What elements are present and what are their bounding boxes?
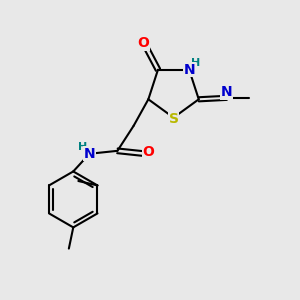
Text: N: N <box>84 147 95 161</box>
Text: N: N <box>221 85 232 99</box>
Text: O: O <box>137 36 149 50</box>
Text: H: H <box>191 58 200 68</box>
Text: S: S <box>169 112 178 126</box>
Text: O: O <box>142 145 154 159</box>
Text: N: N <box>183 63 195 77</box>
Text: H: H <box>78 142 88 152</box>
